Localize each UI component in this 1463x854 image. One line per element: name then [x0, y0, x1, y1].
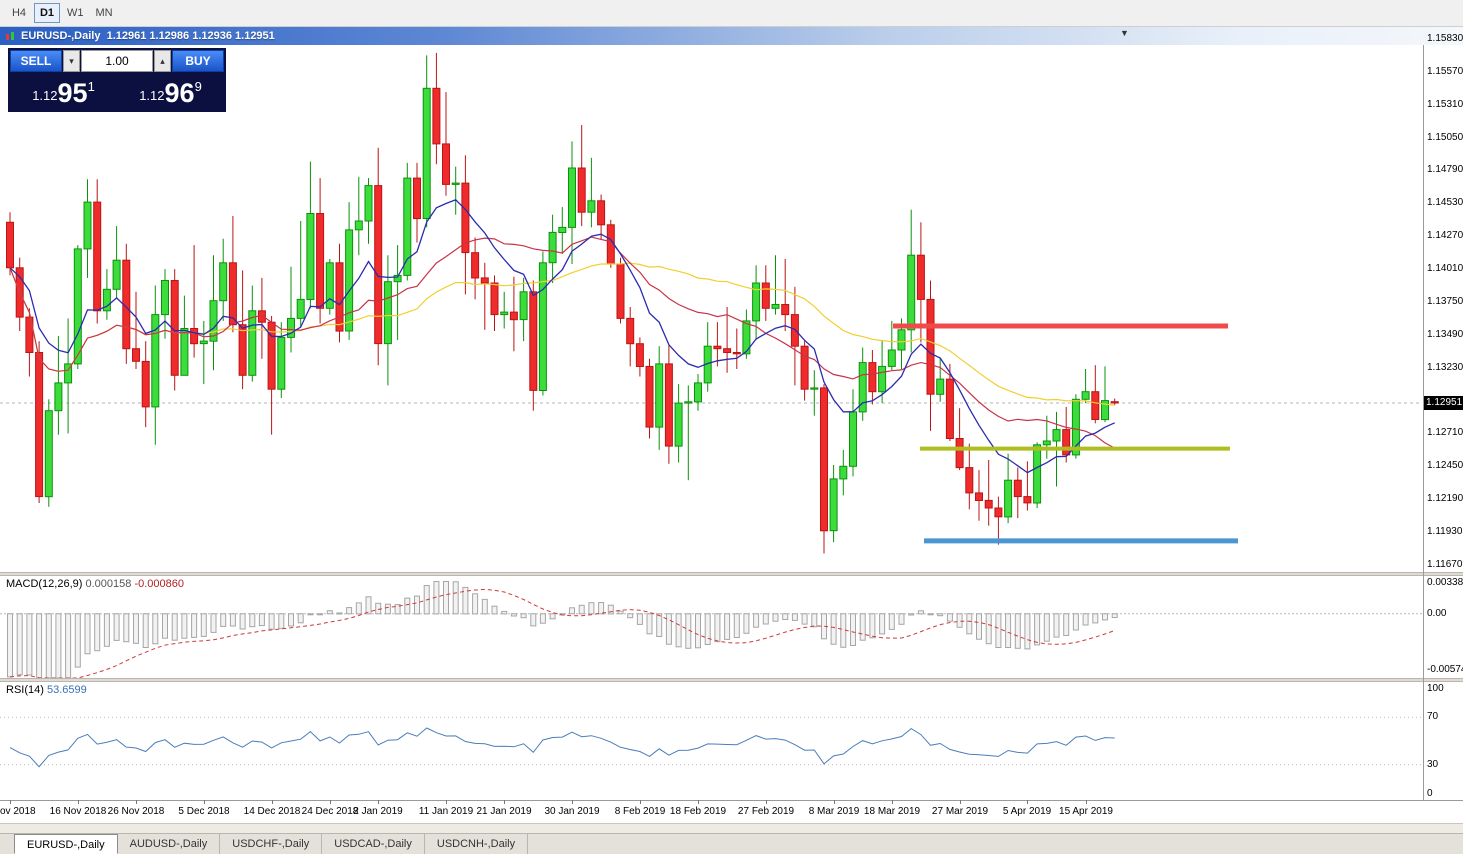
time-axis-label: 24 Dec 2018 [301, 806, 359, 817]
time-axis-tick [640, 800, 641, 804]
price-axis-label: 1.12710 [1427, 427, 1463, 438]
time-axis-label: 27 Feb 2019 [737, 806, 795, 817]
time-axis-label: 15 Apr 2019 [1059, 806, 1113, 817]
macd-axis-label: 0.003386 [1427, 577, 1463, 588]
price-axis-label: 1.13750 [1427, 296, 1463, 307]
price-axis-label: 1.14530 [1427, 197, 1463, 208]
time-axis-label: 7 Nov 2018 [0, 806, 36, 817]
price-axis-label: 1.15310 [1427, 99, 1463, 110]
chart-tab-usdcnh-daily[interactable]: USDCNH-,Daily [425, 834, 529, 854]
time-axis-tick [136, 800, 137, 804]
chart-window-titlebar[interactable]: EURUSD-,Daily 1.12961 1.12986 1.12936 1.… [0, 27, 1463, 45]
candlestick-chart-icon [6, 31, 14, 40]
price-axis-label: 1.11670 [1427, 559, 1463, 570]
time-axis[interactable] [0, 800, 1463, 823]
time-axis-tick [204, 800, 205, 804]
volume-decrease-button[interactable]: ▾ [63, 50, 80, 72]
price-axis-label: 1.13490 [1427, 329, 1463, 340]
chart-tab-usdchf-daily[interactable]: USDCHF-,Daily [220, 834, 323, 854]
price-axis-label: 1.15050 [1427, 132, 1463, 143]
time-axis-label: 5 Dec 2018 [178, 806, 230, 817]
macd-axis-label: 0.00 [1427, 608, 1447, 619]
price-axis-label: 1.12190 [1427, 493, 1463, 504]
timeframe-button-d1[interactable]: D1 [34, 3, 60, 23]
time-axis-label: 26 Nov 2018 [107, 806, 165, 817]
price-axis-label: 1.13230 [1427, 362, 1463, 373]
horizontal-scrollbar[interactable] [0, 823, 1463, 833]
time-axis-label: 11 Jan 2019 [418, 806, 474, 817]
sell-price-display: 1.12 95 1 [32, 78, 95, 108]
rsi-axis-label: 30 [1427, 759, 1439, 770]
time-axis-label: 27 Mar 2019 [931, 806, 989, 817]
time-axis-tick [892, 800, 893, 804]
time-axis-tick [272, 800, 273, 804]
price-axis-label: 1.15830 [1427, 33, 1463, 44]
time-axis-label: 18 Mar 2019 [863, 806, 921, 817]
candlestick-chart[interactable] [0, 45, 1422, 572]
volume-input[interactable] [81, 50, 153, 72]
rsi-panel-title: RSI(14) 53.6599 [6, 684, 87, 696]
time-axis-tick [572, 800, 573, 804]
sell-button[interactable]: SELL [10, 50, 62, 72]
time-axis-label: 21 Jan 2019 [476, 806, 532, 817]
time-axis-tick [766, 800, 767, 804]
time-axis-tick [504, 800, 505, 804]
price-axis-label: 1.12450 [1427, 460, 1463, 471]
time-axis-tick [78, 800, 79, 804]
macd-label: MACD(12,26,9) [6, 578, 83, 590]
timeframe-button-mn[interactable]: MN [91, 3, 118, 23]
price-axis-label: 1.14010 [1427, 263, 1463, 274]
macd-panel-title: MACD(12,26,9) 0.000158 -0.000860 [6, 578, 184, 590]
timeframe-toolbar: H4 D1 W1 MN [0, 0, 1463, 27]
timeframe-button-w1[interactable]: W1 [62, 3, 89, 23]
price-axis-label: 1.11930 [1427, 526, 1463, 537]
time-axis-tick [834, 800, 835, 804]
panel-splitter[interactable] [0, 572, 1463, 576]
time-axis-tick [1086, 800, 1087, 804]
time-axis-label: 16 Nov 2018 [49, 806, 107, 817]
rsi-indicator-chart[interactable] [0, 682, 1422, 800]
price-axis-separator [1423, 45, 1424, 800]
rsi-axis-label: 70 [1427, 711, 1439, 722]
panel-splitter[interactable] [0, 678, 1463, 682]
chart-tab-bar: EURUSD-,Daily AUDUSD-,Daily USDCHF-,Daily U… [0, 833, 1463, 854]
time-axis-label: 2 Jan 2019 [353, 806, 403, 817]
time-axis-tick [330, 800, 331, 804]
time-axis-label: 30 Jan 2019 [544, 806, 600, 817]
macd-axis-label: -0.00574 [1427, 664, 1463, 675]
time-axis-label: 18 Feb 2019 [669, 806, 727, 817]
chart-tab-audusd-daily[interactable]: AUDUSD-,Daily [118, 834, 221, 854]
time-axis-tick [960, 800, 961, 804]
buy-button[interactable]: BUY [172, 50, 224, 72]
time-axis-tick [446, 800, 447, 804]
volume-increase-button[interactable]: ▴ [154, 50, 171, 72]
rsi-label: RSI(14) [6, 684, 44, 696]
rsi-axis-label: 0 [1427, 788, 1433, 799]
buy-price-display: 1.12 96 9 [139, 78, 202, 108]
macd-indicator-chart[interactable] [0, 576, 1422, 678]
macd-signal-value: -0.000860 [134, 578, 184, 590]
current-price-badge: 1.12951 [1424, 396, 1463, 410]
price-axis-label: 1.14790 [1427, 164, 1463, 175]
macd-main-value: 0.000158 [85, 578, 132, 590]
chart-tab-eurusd-daily[interactable]: EURUSD-,Daily [14, 834, 118, 854]
chart-window-title: EURUSD-,Daily 1.12961 1.12986 1.12936 1.… [21, 30, 275, 42]
time-axis-tick [10, 800, 11, 804]
rsi-axis-label: 100 [1427, 683, 1444, 694]
time-axis-tick [1027, 800, 1028, 804]
time-axis-label: 8 Mar 2019 [808, 806, 860, 817]
time-axis-label: 5 Apr 2019 [1002, 806, 1052, 817]
price-axis-label: 1.14270 [1427, 230, 1463, 241]
timeframe-button-h4[interactable]: H4 [6, 3, 32, 23]
chart-tab-usdcad-daily[interactable]: USDCAD-,Daily [322, 834, 425, 854]
price-axis-label: 1.15570 [1427, 66, 1463, 77]
rsi-value: 53.6599 [46, 684, 87, 696]
time-axis-tick [698, 800, 699, 804]
time-axis-tick [378, 800, 379, 804]
scroll-to-end-icon: ▼ [1120, 28, 1129, 38]
time-axis-label: 8 Feb 2019 [614, 806, 666, 817]
time-axis-label: 14 Dec 2018 [243, 806, 301, 817]
